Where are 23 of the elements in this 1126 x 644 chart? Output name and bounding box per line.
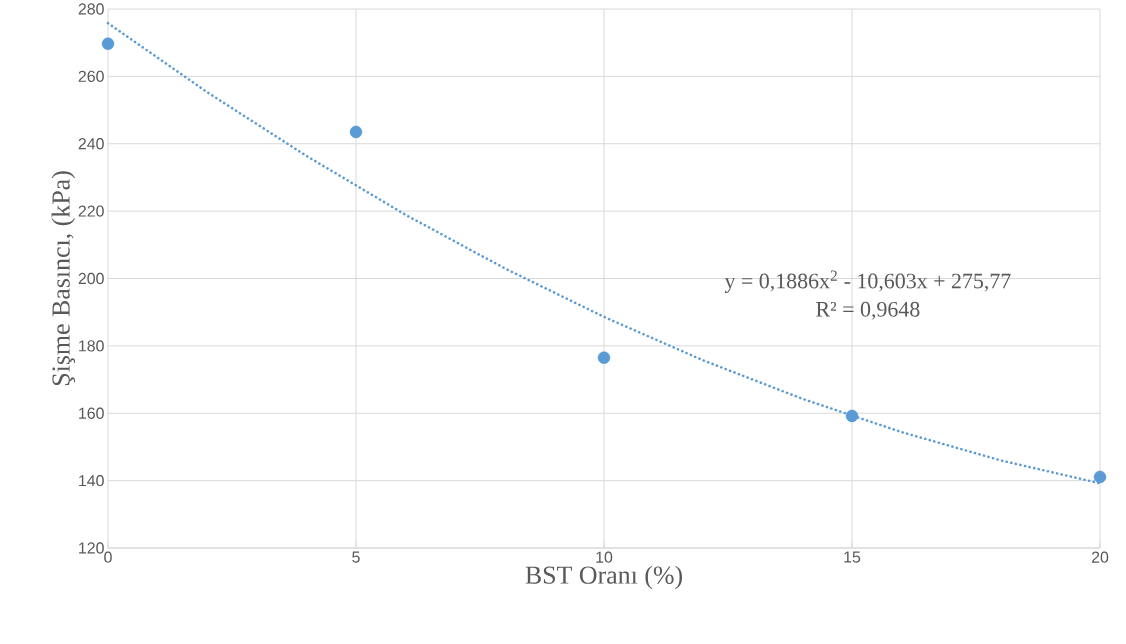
y-tick-label: 240 <box>78 138 104 150</box>
y-tick-label: 140 <box>79 474 104 487</box>
y-tick-label: 220 <box>78 205 104 217</box>
y-axis-title: Şişme Basıncı, (kPa) <box>51 171 76 386</box>
x-tick-label: 5 <box>352 551 360 563</box>
x-tick-label: 20 <box>1091 551 1109 563</box>
point <box>1093 470 1107 484</box>
point <box>349 125 363 139</box>
annotation: y = 0,1886x$^{2}$ - 10,603x + 275,77 <box>724 270 1011 293</box>
y-tick-label: 120 <box>79 542 104 554</box>
y-tick-label: 160 <box>79 407 104 419</box>
x-tick-label: 10 <box>596 551 613 563</box>
x-tick-label: 0 <box>104 551 112 563</box>
point <box>845 409 859 423</box>
y-tick-label: 180 <box>79 340 104 352</box>
point <box>101 37 115 50</box>
x-tick-label: 15 <box>844 551 861 563</box>
annotation: R² = 0,9648 <box>816 301 920 320</box>
point <box>597 351 611 364</box>
y-tick-label: 280 <box>78 3 104 15</box>
x-axis-title: BST Oranı (%) <box>525 565 682 590</box>
y-tick-label: 200 <box>78 272 104 285</box>
y-tick-label: 260 <box>78 70 104 83</box>
